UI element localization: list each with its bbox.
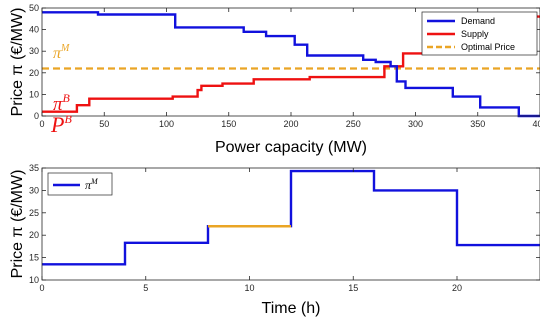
bottom-y-tick-label: 20	[29, 230, 39, 240]
bottom-x-tick-label: 0	[39, 283, 44, 293]
p-b-annotation: PB	[50, 112, 72, 137]
legend-label-optimal-price: Optimal Price	[461, 42, 515, 52]
bottom-x-tick-label: 10	[244, 283, 254, 293]
pi-m-annotation: πM	[53, 43, 70, 62]
panel-bottom: 0 5 10 15 20 10 15 20 25 30 35 Time (h) Price π (…	[9, 163, 540, 317]
x-axis-label-top: Power capacity (MW)	[215, 139, 367, 156]
series-line-pi-m	[42, 169, 540, 266]
x-ticks-bottom: 0 5 10 15 20	[39, 168, 462, 293]
top-x-tick-label: 250	[346, 119, 361, 129]
bottom-x-tick-label: 15	[348, 283, 358, 293]
top-y-tick-label: 50	[29, 3, 39, 13]
pi-b-annotation: πB	[53, 91, 71, 115]
top-x-tick-label: 0	[39, 119, 44, 129]
bottom-y-tick-label: 10	[29, 275, 39, 285]
top-x-tick-label: 150	[221, 119, 236, 129]
top-x-tick-label: 100	[159, 119, 174, 129]
top-y-tick-label: 20	[29, 68, 39, 78]
legend-top: Demand Supply Optimal Price	[421, 11, 538, 56]
bottom-y-tick-label: 35	[29, 163, 39, 173]
top-x-tick-label: 400	[532, 119, 540, 129]
series-line-demand	[42, 11, 540, 118]
x-ticks-top: 0 50 100 150 200 250 300 350 400	[39, 8, 540, 129]
top-x-tick-label: 50	[99, 119, 109, 129]
bottom-y-tick-label: 25	[29, 208, 39, 218]
top-y-tick-label: 0	[34, 111, 39, 121]
series-group-bottom	[42, 169, 540, 266]
panel-top: 0 50 100 150 200 250 300 350 400 0 10 20 30 40 50 Pow…	[9, 3, 540, 156]
legend-bottom: πM	[47, 172, 113, 196]
x-axis-label-bottom: Time (h)	[262, 300, 321, 317]
top-y-tick-label: 40	[29, 25, 39, 35]
y-axis-label-top: Price π (€/MW)	[9, 8, 26, 117]
bottom-x-tick-label: 5	[143, 283, 148, 293]
y-axis-label-bottom: Price π (€/MW)	[9, 170, 26, 279]
y-ticks-top: 0 10 20 30 40 50	[29, 3, 540, 121]
legend-label-pi-m: πM	[85, 177, 99, 192]
axes-box-bottom	[41, 167, 540, 281]
legend-label-supply: Supply	[461, 29, 489, 39]
top-x-tick-label: 300	[408, 119, 423, 129]
bottom-y-tick-label: 15	[29, 253, 39, 263]
top-y-tick-label: 30	[29, 46, 39, 56]
y-ticks-bottom: 10 15 20 25 30 35	[29, 163, 540, 285]
bottom-x-tick-label: 20	[452, 283, 462, 293]
top-x-tick-label: 200	[283, 119, 298, 129]
top-y-tick-label: 10	[29, 89, 39, 99]
legend-label-demand: Demand	[461, 16, 495, 26]
top-x-tick-label: 350	[470, 119, 485, 129]
bottom-y-tick-label: 30	[29, 185, 39, 195]
